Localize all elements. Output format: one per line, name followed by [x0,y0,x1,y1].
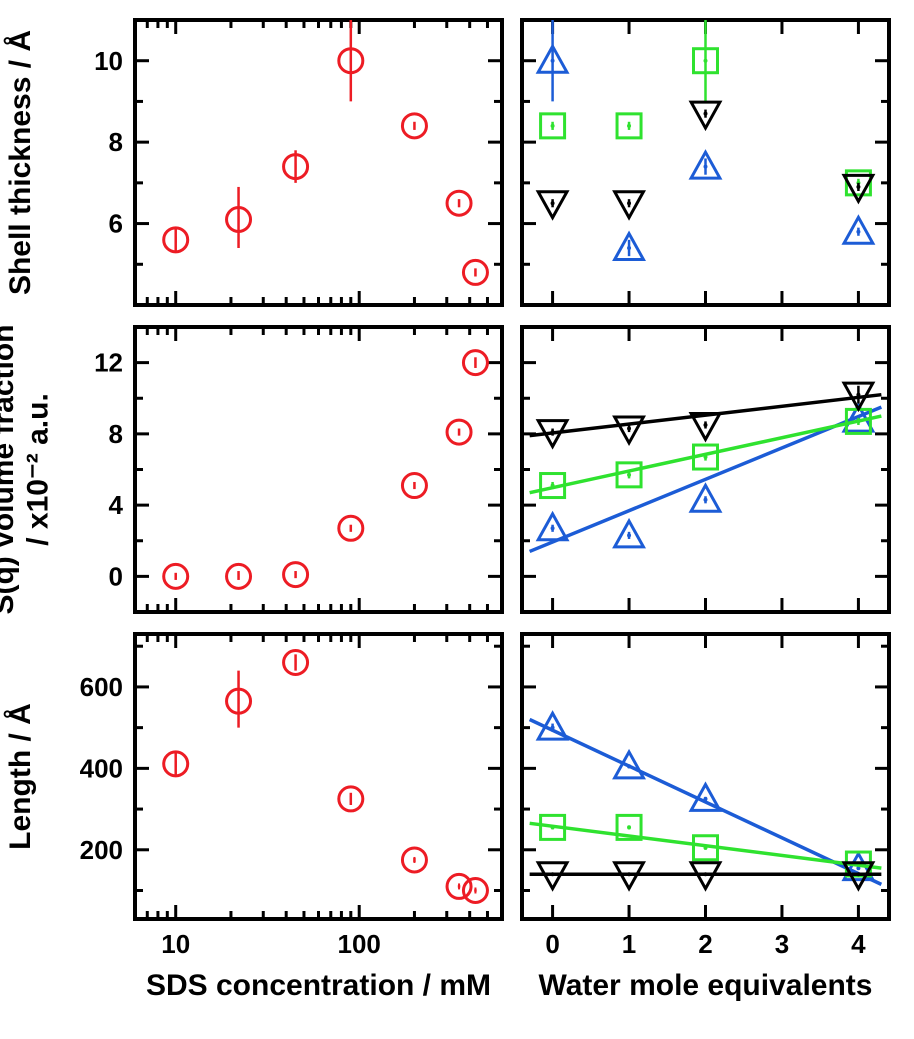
svg-text:6: 6 [109,209,123,239]
svg-text:4: 4 [109,490,124,520]
ylabel-row0: Shell thickness / Å [4,30,37,295]
svg-text:200: 200 [80,835,123,865]
ylabel-row2: Length / Å [4,703,37,850]
svg-text:3: 3 [775,929,789,959]
svg-text:600: 600 [80,672,123,702]
svg-text:400: 400 [80,753,123,783]
panel-r2-c0: 10 100 200 400 600 [80,634,502,959]
panel-r2-c1: 0 1 2 3 4 [522,634,889,959]
panel-r1-c1 [522,327,889,612]
panel-r1-c0: 0 4 8 12 [94,327,502,612]
svg-text:/ x10⁻² a.u.: / x10⁻² a.u. [21,393,54,546]
svg-text:10: 10 [161,929,190,959]
svg-text:8: 8 [109,127,123,157]
figure: 6810048121010020040060001234Shell thickn… [0,0,914,1039]
panel-r0-c0: 6 8 10 [94,20,502,305]
svg-text:12: 12 [94,348,123,378]
ylabel-row1: S(q) volume fraction/ x10⁻² a.u. [0,324,54,614]
svg-text:10: 10 [94,46,123,76]
svg-text:0: 0 [109,561,123,591]
svg-text:8: 8 [109,419,123,449]
chart-svg: 6810048121010020040060001234Shell thickn… [0,0,914,1039]
svg-text:100: 100 [338,929,381,959]
svg-text:1: 1 [622,929,636,959]
svg-text:0: 0 [545,929,559,959]
svg-text:Length / Å: Length / Å [4,703,37,850]
xlabel-col1: Water mole equivalents [539,969,873,1002]
svg-text:S(q) volume fraction: S(q) volume fraction [0,324,20,614]
panel-r0-c1 [522,20,889,305]
svg-text:Shell thickness / Å: Shell thickness / Å [4,30,37,295]
xlabel-col0: SDS concentration / mM [146,969,491,1002]
svg-text:2: 2 [698,929,712,959]
svg-text:4: 4 [851,929,866,959]
